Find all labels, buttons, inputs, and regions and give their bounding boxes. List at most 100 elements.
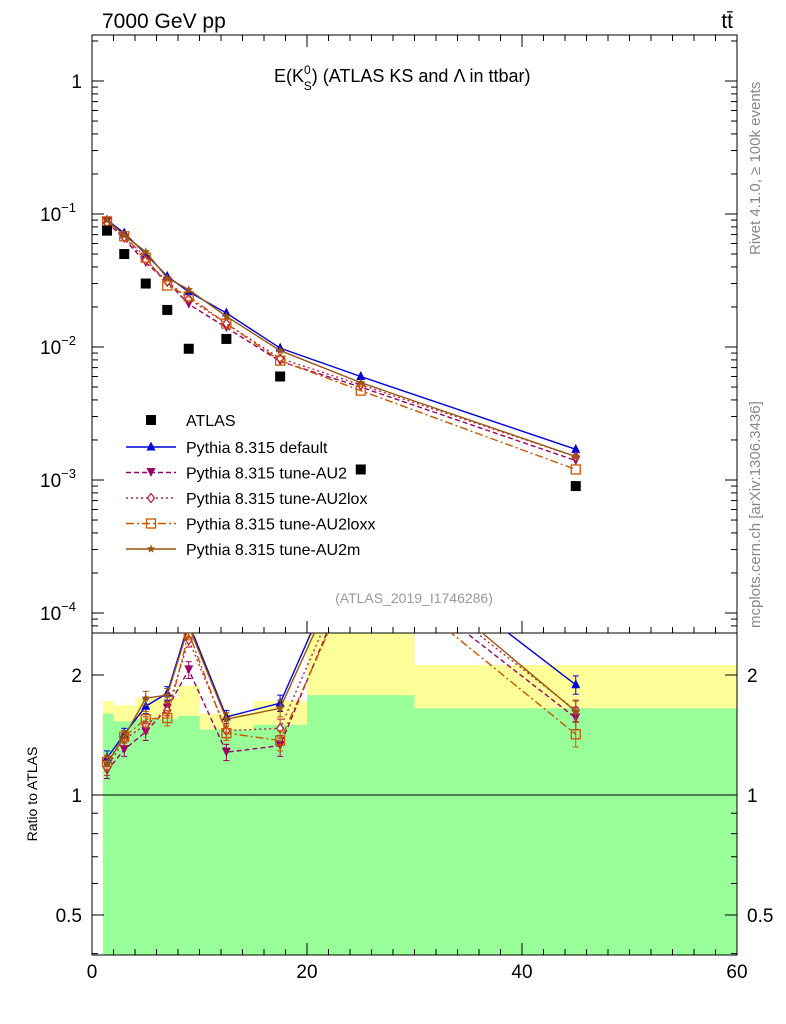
main-series-marker bbox=[141, 247, 150, 256]
header-process-label: tt̄ bbox=[721, 10, 733, 33]
ratio-series-marker bbox=[221, 727, 232, 739]
atlas-data-marker bbox=[102, 225, 113, 236]
legend-series-marker bbox=[146, 492, 156, 504]
ratio-series-marker bbox=[275, 703, 285, 712]
ratio-series-marker bbox=[163, 690, 172, 699]
ratio-green-band bbox=[102, 713, 114, 955]
ratio-series-marker bbox=[120, 732, 129, 741]
legend-atlas-label: ATLAS bbox=[186, 413, 236, 430]
main-series-marker bbox=[102, 215, 112, 224]
main-y-axis: 1 10−1 10−2 10−3 10−4 bbox=[40, 40, 737, 627]
legend-series-label: Pythia 8.315 tune-AU2loxx bbox=[186, 517, 375, 534]
chart-title-suffix: ) (ATLAS KS and Λ in ttbar) bbox=[312, 66, 531, 86]
legend-series-marker bbox=[145, 518, 157, 529]
ratio-series-marker bbox=[274, 735, 286, 746]
main-series-marker bbox=[355, 385, 366, 396]
main-tick-label: 10−4 bbox=[40, 599, 76, 625]
side-mcplots-label: mcplots.cern.ch [arXiv:1306.3436] bbox=[747, 401, 764, 628]
atlas-data-marker bbox=[162, 304, 173, 315]
main-series-marker bbox=[120, 230, 129, 240]
ratio-series-marker bbox=[141, 693, 150, 702]
ratio-green-band bbox=[113, 721, 135, 955]
main-series-marker bbox=[571, 443, 581, 453]
ratio-series-marker bbox=[571, 679, 581, 689]
ratio-tick-label: 0.5 bbox=[56, 906, 82, 927]
main-series-marker bbox=[570, 464, 581, 475]
main-series-line bbox=[106, 219, 576, 458]
main-series-marker bbox=[571, 452, 580, 461]
main-series-line bbox=[106, 222, 576, 458]
atlas-data-marker bbox=[355, 464, 366, 475]
ratio-green-band bbox=[307, 695, 415, 955]
ratio-tick-label-right: 1 bbox=[747, 786, 758, 807]
ratio-series-line bbox=[106, 633, 577, 763]
main-tick-label: 10−1 bbox=[40, 200, 76, 226]
atlas-data-marker bbox=[221, 333, 232, 344]
analysis-watermark: (ATLAS_2019_I1746286) bbox=[335, 590, 493, 606]
atlas-data-marker bbox=[570, 481, 581, 492]
main-tick-label: 1 bbox=[71, 72, 82, 93]
main-series-marker bbox=[275, 346, 285, 355]
main-series-marker bbox=[183, 291, 194, 302]
ratio-series-marker bbox=[571, 707, 580, 716]
legend-series-label: Pythia 8.315 default bbox=[186, 440, 328, 457]
legend: ATLAS Pythia 8.315 default Pythia 8.315 tu… bbox=[126, 413, 375, 559]
main-series-marker bbox=[222, 311, 231, 320]
ratio-tick-label: 2 bbox=[71, 666, 82, 687]
main-series-marker bbox=[163, 273, 172, 282]
x-tick-label: 0 bbox=[87, 962, 98, 983]
side-rivet-label: Rivet 4.1.0, ≥ 100k events bbox=[747, 82, 764, 255]
ratio-tick-label-right: 2 bbox=[747, 666, 758, 687]
x-tick-label: 20 bbox=[296, 962, 317, 983]
chart-title-sub: S bbox=[304, 79, 312, 93]
main-series-line bbox=[106, 219, 576, 451]
ratio-series-marker bbox=[183, 633, 194, 639]
header-energy-label: 7000 GeV pp bbox=[102, 10, 226, 33]
legend-series-marker bbox=[146, 468, 156, 477]
ratio-y-axis-label: Ratio to ATLAS bbox=[24, 747, 40, 842]
atlas-data-marker bbox=[183, 343, 194, 354]
legend-series-marker bbox=[146, 441, 156, 451]
ratio-series-marker bbox=[162, 712, 173, 724]
legend-series-label: Pythia 8.315 tune-AU2lox bbox=[186, 491, 367, 508]
ratio-series-marker bbox=[184, 618, 193, 627]
main-series-marker bbox=[184, 285, 193, 294]
legend-series-marker bbox=[146, 544, 156, 553]
main-series-line bbox=[106, 220, 576, 471]
ratio-green-band bbox=[135, 719, 178, 955]
atlas-data-marker bbox=[119, 249, 130, 260]
main-tick-label: 10−2 bbox=[40, 333, 76, 359]
legend-series-label: Pythia 8.315 tune-AU2 bbox=[186, 466, 347, 483]
ratio-series-line bbox=[106, 633, 577, 769]
main-series-marker bbox=[356, 378, 365, 387]
main-tick-label: 10−3 bbox=[40, 466, 76, 492]
ratio-green-band bbox=[253, 724, 307, 955]
main-series-marker bbox=[274, 355, 286, 366]
legend-series-label: Pythia 8.315 tune-AU2m bbox=[186, 542, 360, 559]
x-axis: 0 20 40 60 bbox=[87, 35, 748, 983]
ratio-series-marker bbox=[119, 745, 129, 755]
main-series-marker bbox=[141, 254, 151, 266]
ratio-series-marker bbox=[221, 747, 231, 757]
ratio-green-band bbox=[178, 715, 200, 955]
ratio-series-marker bbox=[222, 714, 231, 723]
ratio-series-marker bbox=[140, 713, 151, 725]
atlas-data-marker bbox=[275, 371, 286, 382]
chart-title: E(K0 S) (ATLAS KS and Λ in ttbar) bbox=[274, 63, 531, 93]
ratio-y-axis: 0.5 0.5 1 1 2 2 bbox=[56, 666, 773, 955]
ratio-series-marker bbox=[570, 729, 581, 740]
ratio-series-marker bbox=[102, 758, 112, 768]
ratio-green-band bbox=[199, 729, 254, 955]
ratio-tick-label-right: 0.5 bbox=[747, 906, 773, 927]
ratio-series-layer bbox=[101, 618, 581, 779]
main-series-layer bbox=[101, 214, 581, 492]
ratio-series-marker bbox=[184, 665, 194, 675]
ratio-series-marker bbox=[185, 622, 194, 630]
x-tick-label: 40 bbox=[511, 962, 532, 983]
main-series-marker bbox=[221, 318, 232, 329]
main-series-marker bbox=[162, 280, 173, 291]
main-series-marker bbox=[356, 371, 366, 381]
ratio-series-line bbox=[106, 633, 577, 764]
legend-atlas-marker bbox=[146, 415, 156, 425]
